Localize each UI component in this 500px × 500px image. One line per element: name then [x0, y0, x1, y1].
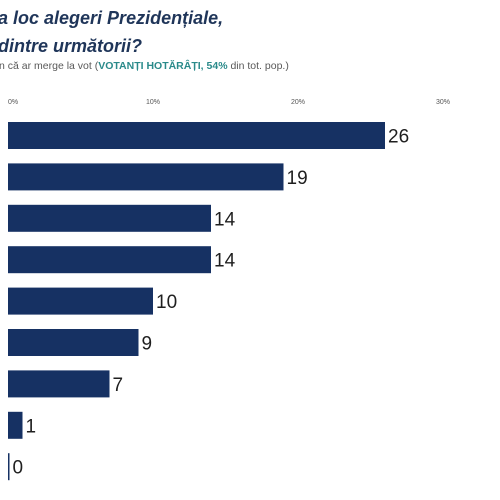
- bar: [8, 329, 139, 356]
- chart-title-line-2: dintre următorii?: [0, 36, 143, 56]
- chart-title-line-1: a loc alegeri Prezidențiale,: [0, 8, 224, 28]
- bar-value-label: 19: [287, 168, 308, 189]
- bar: [8, 122, 385, 149]
- x-tick-label: 10%: [146, 99, 160, 106]
- bar: [8, 370, 110, 398]
- subtitle-suffix: din tot. pop.): [227, 60, 289, 72]
- x-tick-label: 30%: [436, 99, 450, 106]
- bar-value-label: 26: [388, 127, 409, 148]
- bar: [8, 411, 23, 439]
- bar: [8, 163, 284, 191]
- bar-value-label: 9: [142, 334, 153, 355]
- bar: [8, 246, 211, 274]
- bar-value-label: 1: [26, 416, 37, 437]
- bar-value-label: 7: [113, 375, 124, 396]
- bar-value-label: 10: [156, 292, 177, 313]
- bar-value-label: 14: [214, 251, 236, 272]
- bar: [8, 453, 10, 481]
- subtitle-highlight: VOTANȚI HOTĂRÂȚI, 54%: [98, 60, 228, 72]
- bar: [8, 204, 211, 232]
- x-tick-label: 20%: [291, 99, 305, 106]
- bar-value-label: 14: [214, 209, 236, 230]
- bar: [8, 287, 153, 315]
- chart-subtitle: n că ar merge la vot (VOTANȚI HOTĂRÂȚI, …: [0, 60, 289, 72]
- subtitle-prefix: n că ar merge la vot (: [0, 60, 99, 72]
- bar-value-label: 0: [13, 458, 24, 479]
- x-tick-label: 0%: [8, 99, 18, 106]
